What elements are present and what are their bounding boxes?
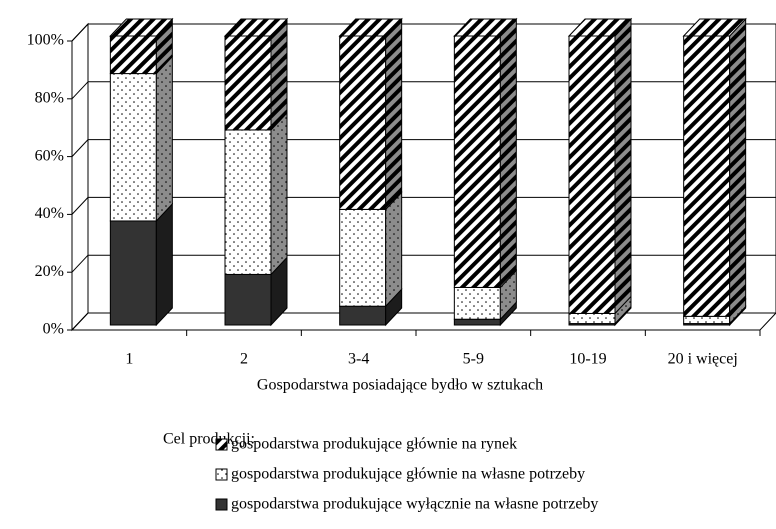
bar-segment (339, 305, 387, 326)
grid-line-side (71, 23, 89, 42)
bar-side-shade (500, 270, 517, 320)
bar-segment (453, 286, 501, 320)
bar-side-shade (271, 257, 287, 325)
legend-title: Cel produkcji: (163, 431, 255, 448)
bar-side-shade (729, 299, 746, 324)
bar-segment (568, 312, 616, 325)
bar-segment (453, 35, 501, 288)
bar-side-shade (156, 19, 173, 74)
x-tick-label: 3-4 (348, 351, 369, 368)
bar-segment (224, 35, 272, 131)
y-tick-label: 100% (27, 32, 64, 49)
bar-segment (568, 35, 616, 314)
x-tick-label: 2 (240, 351, 248, 368)
bar-side-shade (271, 112, 287, 275)
back-wall (87, 23, 776, 314)
grid-line-side (71, 312, 89, 331)
x-tick-label: 20 i więcej (668, 351, 738, 368)
legend-swatch (215, 468, 228, 481)
bar-segment (109, 35, 157, 75)
y-tick-label: 20% (35, 263, 64, 280)
bar-segment (224, 129, 272, 275)
y-tick-label: 80% (35, 89, 64, 106)
bar-segment (683, 315, 731, 325)
bar-top (109, 18, 174, 37)
bar-segment (339, 208, 387, 307)
bar-segment (224, 273, 272, 326)
bar-top (338, 18, 403, 37)
bar-side-shade (156, 56, 173, 221)
bar-segment (339, 35, 387, 210)
bar-side-shade (385, 289, 402, 325)
grid-line-side (71, 81, 89, 100)
x-tick-label: 1 (125, 351, 133, 368)
legend-label: gospodarstwa produkujące wyłącznie na wł… (231, 496, 598, 513)
x-tick-label: 5-9 (463, 351, 484, 368)
y-tick-label: 0% (43, 321, 64, 338)
legend-label: gospodarstwa produkujące głównie na włas… (231, 466, 585, 483)
bar-segment (109, 220, 157, 326)
bar-side-shade (156, 203, 173, 325)
y-tick-label: 60% (35, 147, 64, 164)
legend-swatch (215, 498, 228, 511)
bar-side-shade (271, 19, 287, 130)
y-tick-label: 40% (35, 205, 64, 222)
bar-side-shade (500, 302, 517, 325)
side-wall (71, 22, 89, 332)
bar-top (223, 18, 289, 37)
grid-line-side (71, 139, 89, 157)
bar-segment (683, 35, 731, 317)
x-tick-label: 10-19 (569, 351, 606, 368)
grid-line-side (71, 197, 89, 215)
bar-side-shade (385, 192, 402, 307)
legend-label: gospodarstwa produkujące głównie na ryne… (231, 436, 517, 453)
bar-side-shade (615, 296, 631, 324)
bar-top (453, 18, 518, 37)
plot: 0% 20% 40% 60% 80% 100% 1 2 3-4 5-9 10-19 20 i więc… (27, 17, 776, 368)
bar-side-shade (615, 19, 631, 314)
bar-top (682, 18, 747, 37)
grid-line-side (71, 254, 89, 273)
bar-side-shade (500, 19, 517, 288)
floor (70, 312, 776, 331)
legend-swatch (215, 438, 228, 451)
bar-segment (109, 73, 157, 222)
x-axis-title: Gospodarstwa posiadające bydło w sztukac… (257, 377, 543, 394)
bar-top (567, 18, 633, 37)
bar-side-shade (729, 19, 746, 317)
bar-side-shade (385, 19, 402, 210)
bar-segment (453, 318, 501, 326)
